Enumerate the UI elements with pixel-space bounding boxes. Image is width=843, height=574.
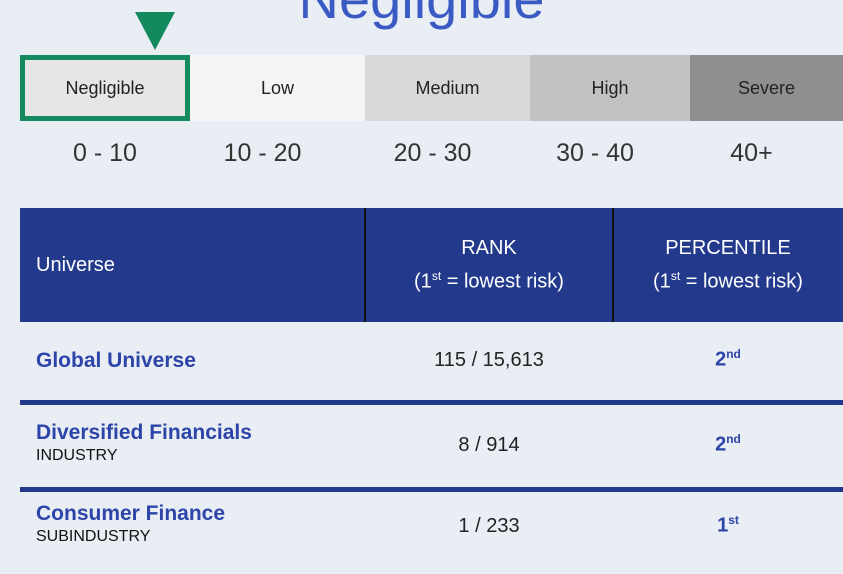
superscript: nd <box>726 347 741 361</box>
header-text: (1 <box>414 270 432 293</box>
level-range: 10 - 20 <box>223 138 302 167</box>
row-divider <box>20 487 843 492</box>
row-name: Diversified Financials <box>36 421 252 444</box>
row-percentile: 1st <box>613 513 843 538</box>
title: Negligible <box>0 0 843 31</box>
row-rank: 8 / 914 <box>458 434 520 456</box>
level-range: 40+ <box>730 138 773 167</box>
level-range: 20 - 30 <box>393 138 472 167</box>
level-box: Negligible <box>20 55 190 121</box>
row-rank: 115 / 15,613 <box>434 349 544 371</box>
header-text: = lowest risk) <box>680 270 803 293</box>
superscript: st <box>431 269 442 284</box>
level-box: Medium <box>365 55 530 121</box>
indicator-triangle <box>135 12 175 50</box>
column-separator <box>364 208 366 322</box>
row-name: Consumer Finance <box>36 502 226 525</box>
row-subtitle: INDUSTRY <box>36 447 118 464</box>
header-universe: Universe <box>20 208 365 322</box>
level-box: Low <box>190 55 365 121</box>
header-text: = lowest risk) <box>441 270 564 293</box>
row-subtitle: SUBINDUSTRY <box>36 528 151 545</box>
column-separator <box>612 208 614 322</box>
level-box: High <box>530 55 690 121</box>
row-divider <box>20 400 843 405</box>
level-range: 0 - 10 <box>73 138 137 167</box>
percentile-number: 2 <box>715 348 727 371</box>
row-percentile: 2nd <box>613 347 843 372</box>
superscript: nd <box>726 432 741 446</box>
percentile-number: 2 <box>715 433 727 456</box>
row-rank: 1 / 233 <box>458 515 520 537</box>
row-percentile: 2nd <box>613 432 843 457</box>
percentile-number: 1 <box>717 514 729 537</box>
header-text: Universe <box>36 254 115 276</box>
level-box: Severe <box>690 55 843 121</box>
header-text: RANK <box>461 237 517 260</box>
header-text: PERCENTILE <box>665 237 791 260</box>
header-percentile: PERCENTILE (1st = lowest risk) <box>613 208 843 322</box>
row-name: Global Universe <box>36 349 196 372</box>
level-range: 30 - 40 <box>556 138 634 167</box>
superscript: st <box>728 513 739 527</box>
header-rank: RANK (1st = lowest risk) <box>365 208 613 322</box>
header-text: (1 <box>653 270 671 293</box>
superscript: st <box>670 269 681 284</box>
